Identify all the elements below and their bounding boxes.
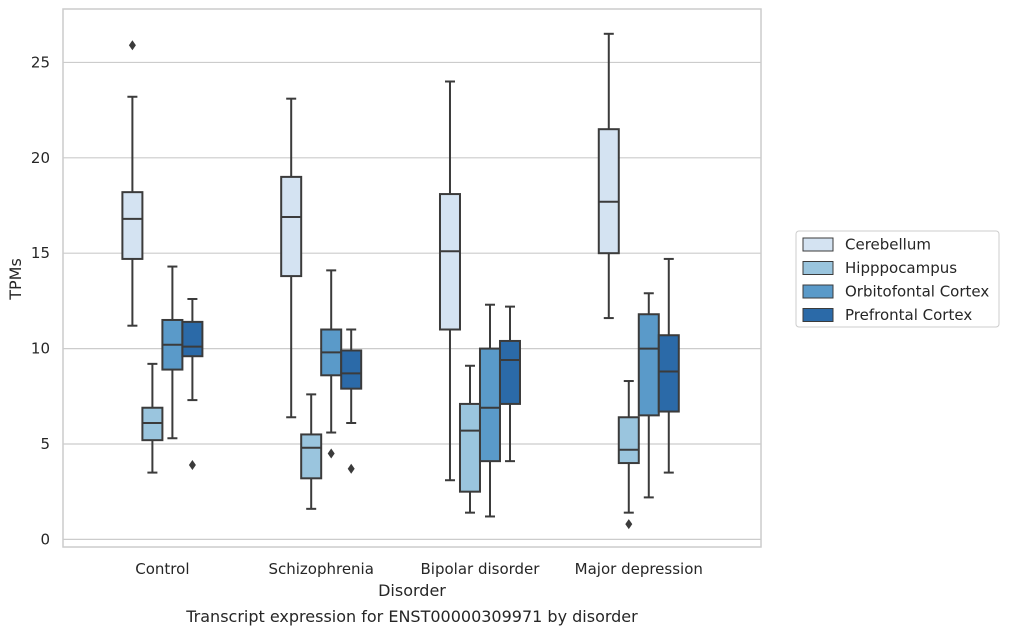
iqr-box <box>280 175 303 278</box>
box-orbitofontal-cortex <box>637 292 660 499</box>
outlier-point <box>625 519 633 530</box>
iqr-box <box>657 334 680 413</box>
box-prefrontal-cortex <box>498 305 521 463</box>
box-orbitofontal-cortex <box>320 269 343 459</box>
box-orbitofontal-cortex <box>161 265 184 440</box>
box-hipppocampus <box>458 364 481 514</box>
legend-swatch <box>802 261 834 275</box>
legend-label: Prefrontal Cortex <box>845 306 972 324</box>
chart-caption: Transcript expression for ENST0000030997… <box>185 607 638 626</box>
box-hipppocampus <box>617 380 640 530</box>
outlier-point <box>188 459 196 470</box>
iqr-box <box>340 349 363 390</box>
x-tick-labels: Control Schizophrenia Bipolar disorder Majo… <box>135 560 703 578</box>
y-axis-label: TPMs <box>6 258 25 301</box>
iqr-box <box>458 402 481 493</box>
plot-frame <box>62 8 762 548</box>
grid-lines <box>63 61 761 540</box>
outlier-point <box>347 463 355 474</box>
y-tick-label: 15 <box>31 244 50 262</box>
box-cerebellum <box>597 32 620 320</box>
legend-frame <box>795 230 1000 328</box>
legend-swatch <box>802 308 834 322</box>
x-tick-label: Bipolar disorder <box>421 560 541 578</box>
iqr-box <box>181 320 204 358</box>
legend-label: Hipppocampus <box>845 259 957 277</box>
box-cerebellum <box>121 40 144 327</box>
box-orbitofontal-cortex <box>478 303 501 518</box>
box-prefrontal-cortex <box>181 297 204 470</box>
box-prefrontal-cortex <box>657 257 680 474</box>
y-tick-label: 0 <box>40 530 50 548</box>
legend-label: Orbitofontal Cortex <box>845 283 989 301</box>
iqr-box <box>438 193 461 331</box>
y-tick-labels: 0 5 10 15 20 25 <box>31 53 50 548</box>
x-axis-label: Disorder <box>378 581 446 600</box>
iqr-box <box>300 433 323 480</box>
outlier-point <box>128 40 136 51</box>
box-cerebellum <box>280 97 303 419</box>
legend-label: Cerebellum <box>845 236 931 254</box>
y-tick-label: 25 <box>31 53 50 71</box>
iqr-box <box>597 128 620 255</box>
iqr-box <box>121 191 144 260</box>
box-cerebellum <box>438 80 461 482</box>
y-tick-label: 10 <box>31 340 50 358</box>
box-groups <box>121 32 680 530</box>
y-tick-label: 5 <box>40 435 50 453</box>
x-tick-label: Major depression <box>575 560 703 578</box>
x-tick-label: Schizophrenia <box>268 560 373 578</box>
iqr-box <box>498 339 521 405</box>
x-tick-label: Control <box>135 560 189 578</box>
legend-swatch <box>802 237 834 252</box>
legend-swatch <box>802 284 834 299</box>
y-tick-label: 20 <box>31 149 50 167</box>
outlier-point <box>327 448 335 459</box>
box-hipppocampus <box>300 393 323 510</box>
box-hipppocampus <box>141 362 164 474</box>
iqr-box <box>617 416 640 465</box>
iqr-box <box>637 313 660 417</box>
legend: Cerebellum Hipppocampus Orbitofontal Corte… <box>795 230 1000 328</box>
iqr-box <box>478 347 501 463</box>
box-prefrontal-cortex <box>340 328 363 474</box>
